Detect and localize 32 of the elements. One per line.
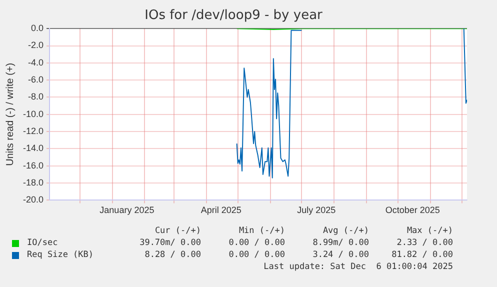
y-tick-label: -10.0 <box>23 108 44 119</box>
text: Min (-/+) <box>238 226 285 236</box>
text: Last update: Sat Dec 6 01:00:04 2025 <box>262 261 453 273</box>
y-tick-label: -20.0 <box>23 194 44 205</box>
text: 3.24 / 0.00 <box>312 250 369 260</box>
x-tick-label: January 2025 <box>100 205 154 216</box>
y-tick-label: -16.0 <box>23 160 44 170</box>
y-tick-label: -6.0 <box>28 74 44 85</box>
x-tick-label: April 2025 <box>200 205 242 216</box>
legend-label: IO/sec <box>27 238 59 248</box>
chart-title: IOs for /dev/loop9 - by year <box>144 8 324 24</box>
text: 39.70m/ 0.00 <box>138 238 201 248</box>
x-tick-label: July 2025 <box>297 205 336 216</box>
y-tick-label: -12.0 <box>23 126 44 136</box>
y-axis-title: Units read (-) / write (+) <box>4 62 16 166</box>
y-tick-label: -14.0 <box>23 143 44 154</box>
text: Max (-/+) <box>406 226 453 236</box>
y-tick-label: -8.0 <box>28 92 44 102</box>
text: 0.00 / 0.00 <box>228 250 285 260</box>
legend-label: Req Size (KB) <box>27 250 95 260</box>
text: Cur (-/+) <box>154 226 201 236</box>
text: 81.82 / 0.00 <box>390 250 453 260</box>
y-tick-label: -2.0 <box>28 40 44 50</box>
y-tick-label: 0.0 <box>31 23 44 34</box>
text: 2.33 / 0.00 <box>396 238 453 248</box>
text: 8.28 / 0.00 <box>144 250 201 260</box>
text: 0.00 / 0.00 <box>228 238 285 248</box>
y-tick-label: -4.0 <box>28 57 44 68</box>
y-tick-label: -18.0 <box>23 178 44 188</box>
x-tick-label: October 2025 <box>385 205 440 216</box>
text: 8.99m/ 0.00 <box>312 238 369 248</box>
text: Avg (-/+) <box>322 226 369 236</box>
